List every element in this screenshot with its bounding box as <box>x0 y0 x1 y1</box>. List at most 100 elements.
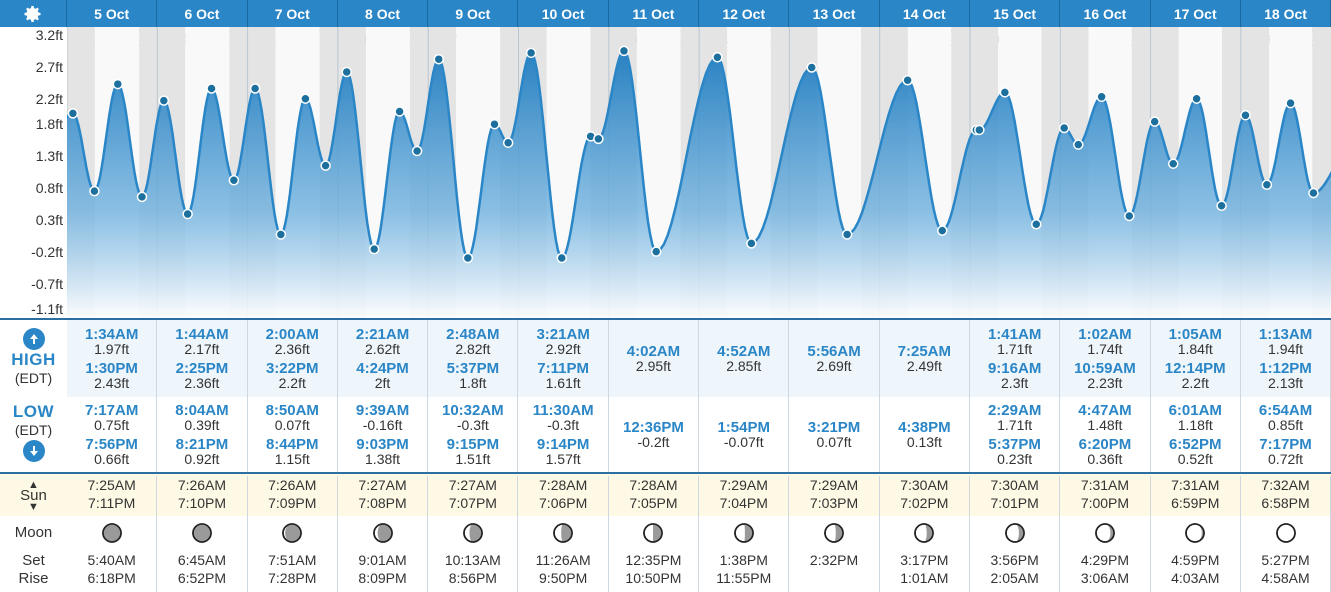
tide-point[interactable] <box>112 78 124 90</box>
low-tide-time: 9:14PM <box>536 435 590 453</box>
tide-point[interactable] <box>300 93 311 104</box>
sunrise-time: 7:27AM <box>358 477 407 493</box>
tide-point[interactable] <box>394 106 405 117</box>
tide-point[interactable] <box>593 133 604 145</box>
moonrise-time: 3:06AM <box>1080 570 1130 586</box>
sun-cell: 7:26AM 7:09PM <box>248 476 338 516</box>
sunrise-time: 7:26AM <box>177 477 227 493</box>
high-tide-cell: 2:21AM 2.62ft 4:24PM 2ft <box>338 320 429 397</box>
tide-point[interactable] <box>67 108 79 119</box>
low-toggle-button[interactable] <box>22 440 45 462</box>
high-tide-entry: 3:21AM 2.92ft <box>519 327 608 357</box>
tide-point[interactable] <box>411 145 423 157</box>
high-tide-time: 1:41AM <box>987 325 1042 343</box>
low-tide-cell: 7:17AM 0.75ft 7:56PM 0.66ft <box>67 397 158 472</box>
tide-point[interactable] <box>341 66 352 78</box>
moonset-time: 3:17PM <box>900 552 949 568</box>
moon-cell: 7:51AM 7:28PM <box>248 516 338 592</box>
tide-point[interactable] <box>182 208 193 220</box>
tide-point[interactable] <box>937 225 948 236</box>
moon-cell: 12:35PM 10:50PM <box>609 516 700 592</box>
high-tide-entry: 1:41AM 1.71ft <box>970 327 1059 357</box>
high-tide-entry: 12:14PM 2.2ft <box>1151 361 1240 391</box>
tide-point[interactable] <box>650 246 662 257</box>
tide-point[interactable] <box>1261 179 1273 190</box>
low-tide-cell: 4:38PM 0.13ft <box>880 397 970 472</box>
high-tide-time: 1:30PM <box>85 359 138 377</box>
low-tide-time: 2:29AM <box>987 401 1042 419</box>
high-tide-cell: 7:25AM 2.49ft <box>880 320 970 397</box>
moon-phase-icon <box>1185 523 1206 543</box>
low-tide-time: 4:47AM <box>1078 401 1132 419</box>
tide-point[interactable] <box>433 53 444 65</box>
moon-phase-icon <box>101 523 122 543</box>
tide-point[interactable] <box>320 160 331 171</box>
tide-point[interactable] <box>1191 93 1202 104</box>
tide-point[interactable] <box>1031 219 1042 230</box>
moon-phase-icon <box>553 523 573 543</box>
tide-point[interactable] <box>1216 200 1227 212</box>
tide-point[interactable] <box>489 118 500 130</box>
sun-up-arrow-icon: ▲ <box>28 479 39 491</box>
tide-point[interactable] <box>974 124 985 136</box>
high-tide-entry: 2:21AM 2.62ft <box>338 327 427 357</box>
tide-point[interactable] <box>206 83 217 94</box>
tide-point[interactable] <box>1124 210 1135 222</box>
tide-point[interactable] <box>746 238 757 249</box>
high-tide-time: 5:37PM <box>446 359 500 377</box>
high-tide-cell: 2:00AM 2.36ft 3:22PM 2.2ft <box>248 320 338 397</box>
tide-point[interactable] <box>525 47 537 59</box>
low-tide-entry: 6:01AM 1.18ft <box>1151 403 1240 433</box>
tide-point[interactable] <box>89 185 100 197</box>
tide-point[interactable] <box>841 229 853 240</box>
sunrise-time: 7:32AM <box>1261 477 1310 493</box>
tide-point[interactable] <box>999 87 1011 98</box>
tide-point[interactable] <box>158 95 170 106</box>
tide-point[interactable] <box>1285 97 1296 109</box>
tide-point[interactable] <box>1149 116 1160 127</box>
tide-point[interactable] <box>228 175 240 186</box>
tide-point[interactable] <box>462 252 474 264</box>
tide-point[interactable] <box>1058 122 1070 134</box>
sun-cell: 7:25AM 7:11PM <box>67 476 158 516</box>
tide-point[interactable] <box>1167 158 1179 169</box>
tide-point[interactable] <box>556 252 568 264</box>
low-tide-entry: 8:21PM 0.92ft <box>157 437 246 467</box>
tide-point[interactable] <box>1240 110 1251 121</box>
low-tide-time: 6:01AM <box>1168 401 1222 419</box>
settings-button[interactable] <box>0 0 67 27</box>
tide-point[interactable] <box>1073 139 1084 150</box>
date-header-cell: 15 Oct <box>970 0 1061 27</box>
tide-point[interactable] <box>275 229 287 240</box>
low-tide-height: 0.07ft <box>274 416 310 433</box>
low-tide-entry: 9:39AM -0.16ft <box>338 403 427 433</box>
high-toggle-button[interactable] <box>22 328 45 350</box>
low-tide-time: 9:39AM <box>355 401 410 419</box>
tide-point[interactable] <box>502 137 514 148</box>
high-tide-height: 2.85ft <box>726 357 762 374</box>
tide-point[interactable] <box>806 62 817 73</box>
high-tide-entry: 5:56AM 2.69ft <box>789 344 878 374</box>
moon-cell: 5:27PM 4:58AM <box>1241 516 1331 592</box>
low-tide-entry: 8:50AM 0.07ft <box>248 403 337 433</box>
date-header-cell: 10 Oct <box>519 0 609 27</box>
sunrise-time: 7:29AM <box>809 477 859 493</box>
y-tick-label: 0.3ft <box>35 211 63 228</box>
tide-point[interactable] <box>368 243 380 255</box>
tide-point[interactable] <box>1308 187 1319 199</box>
tide-point[interactable] <box>618 45 630 57</box>
sun-cell: 7:29AM 7:04PM <box>699 476 790 516</box>
y-tick-label: 1.3ft <box>35 148 63 165</box>
low-tide-height: 0.07ft <box>816 433 852 450</box>
tide-point[interactable] <box>902 74 913 86</box>
high-tide-height: 2.92ft <box>545 340 581 357</box>
chart-bottom-divider <box>0 318 1331 320</box>
high-tide-entry: 10:59AM 2.23ft <box>1060 361 1149 391</box>
tide-point[interactable] <box>712 52 723 63</box>
tide-point[interactable] <box>249 83 261 94</box>
tide-point[interactable] <box>136 191 148 203</box>
tide-point[interactable] <box>1096 91 1107 103</box>
high-tide-height: 1.74ft <box>1087 340 1123 357</box>
low-tide-entry: 9:03PM 1.38ft <box>338 437 427 467</box>
low-tide-time: 10:32AM <box>441 401 504 419</box>
